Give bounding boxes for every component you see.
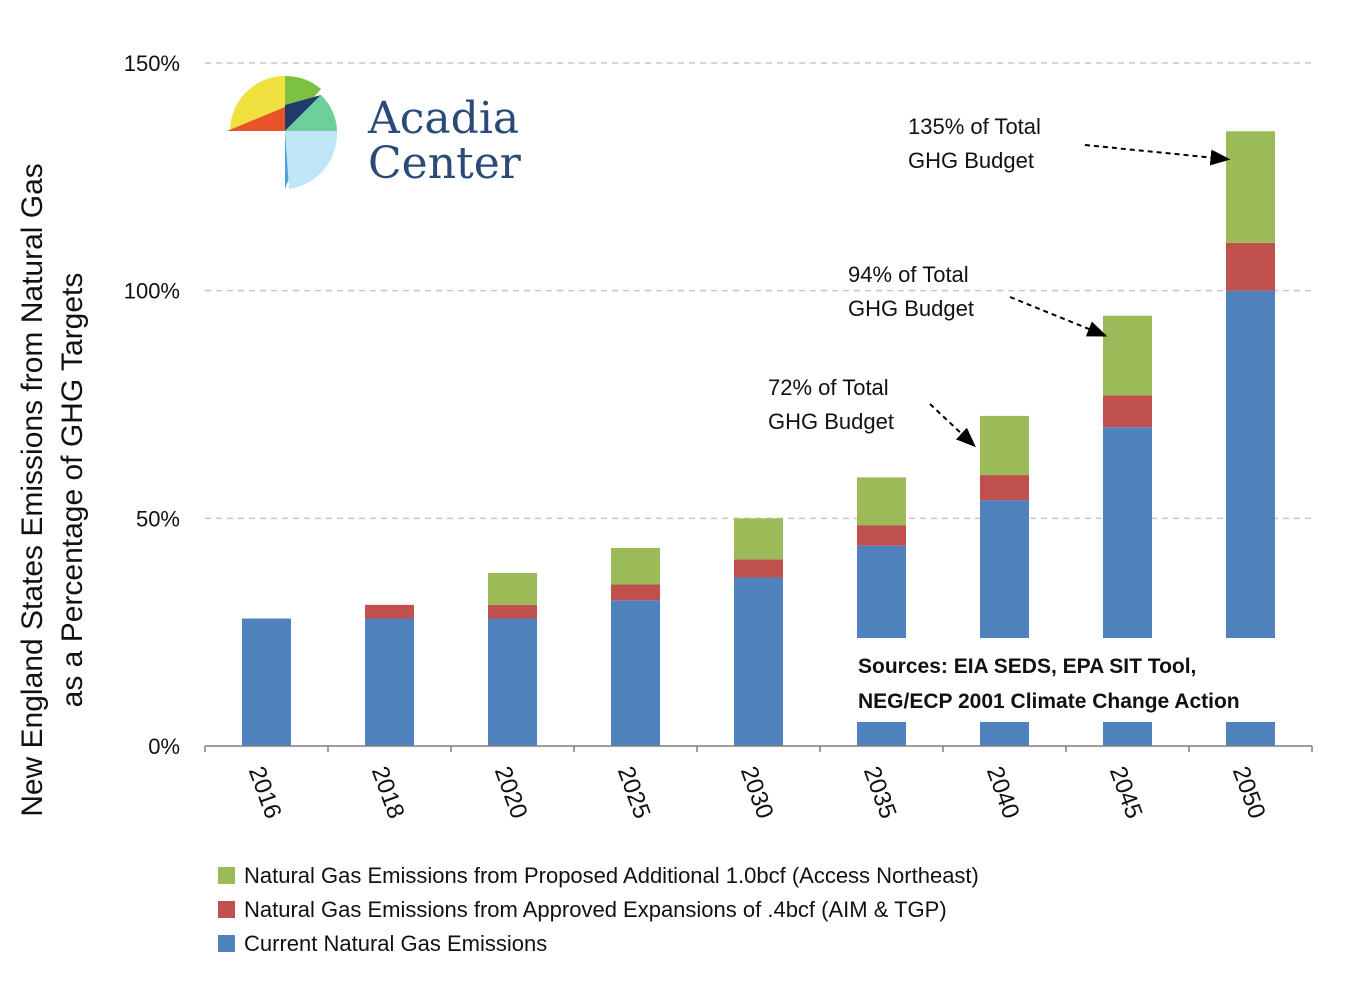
bar-segment [1103,315,1152,396]
bar-segment [242,618,291,746]
y-tick-label: 0% [148,734,180,759]
sources-line-2: NEG/ECP 2001 Climate Change Action [858,690,1240,713]
annotation-arrow [1009,296,1108,337]
sources-background [850,638,1310,722]
bar-segment [1103,395,1152,428]
bar-segment [980,415,1029,476]
y-axis-title-line-1: New England States Emissions from Natura… [16,163,49,817]
legend: Natural Gas Emissions from Proposed Addi… [218,863,979,956]
annotations: 72% of Total GHG Budget 94% of Total GHG Bu… [768,114,1231,448]
x-tick-label: 2025 [612,763,656,822]
annotation-arrow [929,403,976,448]
legend-label: Natural Gas Emissions from Proposed Addi… [244,863,979,888]
bar-segment [857,525,906,546]
logo-name-line-2: Center [368,138,522,189]
bar-segment [734,518,783,560]
x-tick-label: 2035 [858,763,902,822]
y-tick-label: 100% [124,279,180,304]
annotation-text: 94% of Total [848,262,969,287]
bar-segment [611,600,660,746]
x-tick-label: 2020 [489,763,533,822]
logo-petal-mint [285,95,337,131]
bar-segment [611,547,660,585]
annotation-text: 135% of Total [908,114,1041,139]
bar-segment [488,604,537,619]
y-axis-title: New England States Emissions from Natura… [16,163,89,817]
y-tick-label: 50% [136,506,180,531]
x-tick-label: 2016 [243,763,287,822]
y-tick-label: 150% [124,51,180,76]
bar-segment [1226,131,1275,243]
bar-segment [488,618,537,746]
bar-segment [365,604,414,619]
x-tick-label: 2018 [366,763,410,822]
x-tick-labels: 2016 2018 2020 2025 2030 2035 2040 2045 2050 [243,763,1271,822]
bar-segment [734,559,783,578]
x-tick-label: 2045 [1104,763,1148,822]
annotation-text: GHG Budget [768,409,894,434]
legend-label: Current Natural Gas Emissions [244,931,547,956]
axes [204,745,1313,752]
annotation-text: GHG Budget [848,296,974,321]
bar-segment [857,477,906,526]
logo: Acadia Center [227,75,522,189]
legend-swatch [218,935,235,952]
sources-box: Sources: EIA SEDS, EPA SIT Tool, NEG/ECP… [850,638,1310,722]
legend-label: Natural Gas Emissions from Approved Expa… [244,897,947,922]
y-tick-labels: 0% 50% 100% 150% [124,51,180,759]
x-tick-label: 2050 [1227,763,1271,822]
bar-segment [980,475,1029,501]
logo-petal-orange [227,107,285,131]
x-tick-label: 2040 [981,763,1025,822]
legend-swatch [218,867,235,884]
annotation-text: GHG Budget [908,148,1034,173]
logo-petal-lightblue [285,131,338,189]
sources-line-1: Sources: EIA SEDS, EPA SIT Tool, [858,655,1196,678]
logo-name-line-1: Acadia [367,93,519,144]
bar-segment [488,572,537,605]
annotation-text: 72% of Total [768,375,889,400]
x-tick-label: 2030 [735,763,779,822]
logo-mark-icon [227,75,338,189]
bar-segment [365,618,414,746]
bar-segment [1226,242,1275,291]
bar-segment [734,577,783,746]
y-axis-title-line-2: as a Percentage of GHG Targets [56,273,89,708]
annotation-arrow [1084,144,1231,166]
legend-swatch [218,901,235,918]
bar-segment [611,584,660,601]
